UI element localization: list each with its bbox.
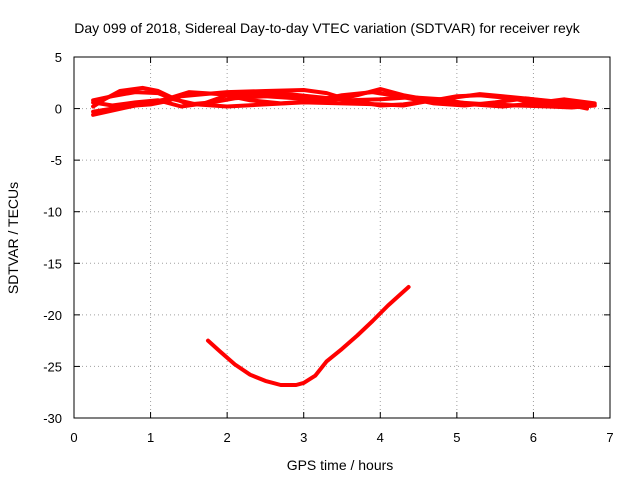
x-tick-label: 0 xyxy=(70,430,77,445)
x-tick-label: 3 xyxy=(300,430,307,445)
axis-ticks: 0 1 2 3 4 5 6 7 5 0 -5 -10 -15 -20 -25 -30 xyxy=(43,50,613,445)
series-line-6 xyxy=(206,285,411,387)
series-layer xyxy=(91,85,597,387)
x-tick-label: 4 xyxy=(377,430,384,445)
x-tick-label: 1 xyxy=(147,430,154,445)
y-tick-label: 0 xyxy=(55,102,62,117)
x-tick-label: 2 xyxy=(224,430,231,445)
x-tick-label: 6 xyxy=(530,430,537,445)
x-tick-label: 7 xyxy=(606,430,613,445)
y-tick-label: 5 xyxy=(55,50,62,65)
y-tick-label: -10 xyxy=(43,205,62,220)
y-tick-label: -20 xyxy=(43,308,62,323)
y-tick-label: -25 xyxy=(43,359,62,374)
x-axis-label: GPS time / hours xyxy=(287,457,394,473)
y-axis-label: SDTVAR / TECUs xyxy=(5,182,21,294)
y-tick-label: -15 xyxy=(43,256,62,271)
x-tick-label: 5 xyxy=(453,430,460,445)
plot-frame xyxy=(73,56,611,419)
series-line-5 xyxy=(91,90,589,117)
y-tick-label: -5 xyxy=(50,153,62,168)
y-tick-label: -30 xyxy=(43,411,62,426)
grid-lines xyxy=(74,57,610,418)
chart-title: Day 099 of 2018, Sidereal Day-to-day VTE… xyxy=(74,20,580,36)
